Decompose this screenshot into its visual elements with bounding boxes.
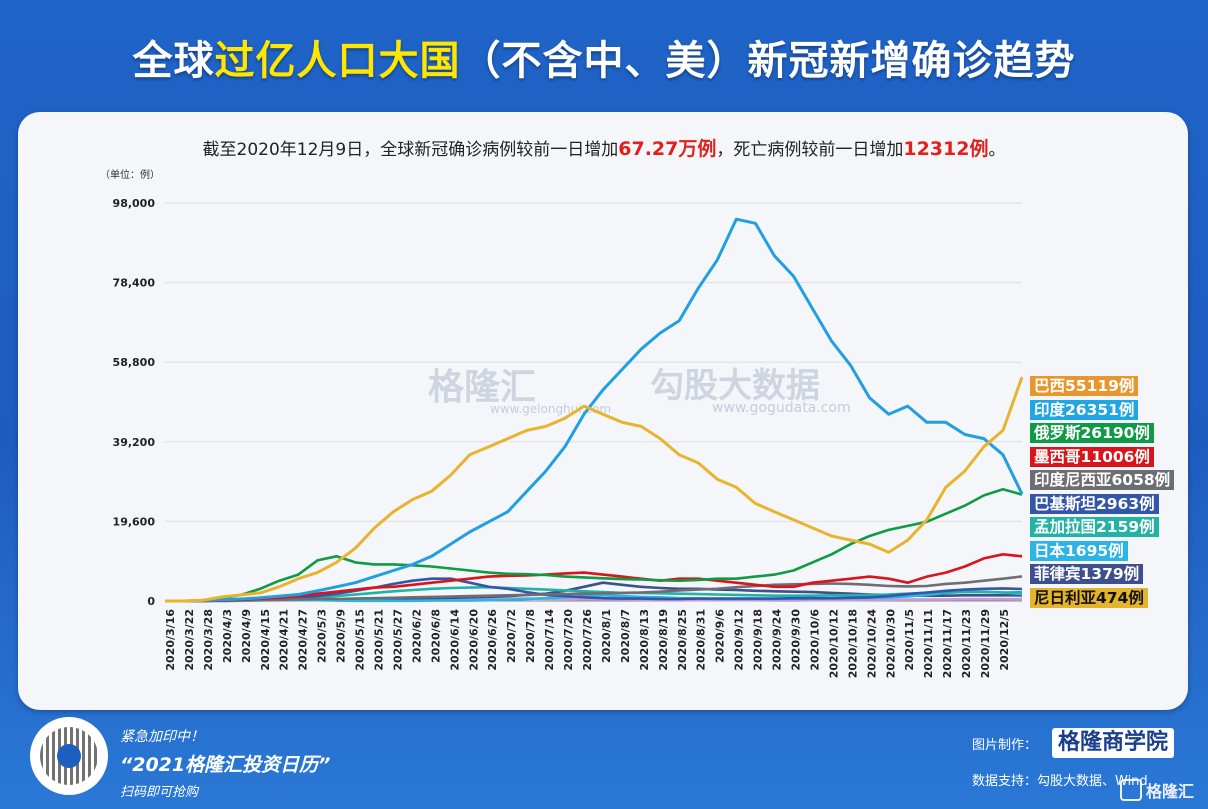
x-tick-label: 2020/9/30 xyxy=(790,609,803,671)
qr-pattern xyxy=(40,727,98,785)
x-tick-label: 2020/3/22 xyxy=(183,609,196,671)
series-line-3 xyxy=(165,553,1023,603)
series-line-2 xyxy=(165,488,1023,603)
x-tick-label: 2020/9/24 xyxy=(771,609,784,671)
promo-line-2: “2021格隆汇投资日历” xyxy=(120,754,331,776)
x-tick-label: 2020/7/26 xyxy=(581,609,594,671)
x-tick-label: 2020/5/15 xyxy=(354,609,367,671)
x-tick-label: 2020/3/28 xyxy=(202,609,215,671)
x-tick-label: 2020/6/20 xyxy=(467,609,480,671)
x-tick-label: 2020/6/8 xyxy=(429,609,442,663)
x-tick-label: 2020/12/5 xyxy=(998,609,1011,671)
promo-line-3: 扫码即可抢购 xyxy=(120,785,199,800)
subtitle-suffix: 。 xyxy=(988,140,1006,160)
qr-logo-icon xyxy=(57,744,81,768)
x-tick-label: 2020/4/15 xyxy=(259,609,272,671)
x-tick-label: 2020/7/8 xyxy=(524,609,537,663)
x-tick-label: 2020/10/18 xyxy=(846,609,859,678)
watermark-right: 勾股大数据 xyxy=(650,366,820,406)
series-line-4 xyxy=(165,575,1023,603)
x-tick-label: 2020/8/1 xyxy=(600,609,613,663)
x-tick-label: 2020/8/31 xyxy=(695,609,708,671)
x-tick-label: 2020/7/20 xyxy=(562,609,575,671)
x-tick-label: 2020/7/14 xyxy=(543,609,556,671)
x-tick-label: 2020/11/29 xyxy=(979,609,992,678)
x-tick-label: 2020/11/23 xyxy=(960,609,973,678)
x-tick-label: 2020/8/25 xyxy=(676,609,689,671)
x-tick-label: 2020/11/11 xyxy=(922,609,935,678)
x-tick-label: 2020/9/12 xyxy=(733,609,746,671)
legend-item-4: 印度尼西亚6058例 xyxy=(1030,470,1175,490)
x-tick-label: 2020/6/14 xyxy=(448,609,461,671)
x-tick-label: 2020/4/27 xyxy=(297,609,310,671)
brand-logo: 格隆商学院 xyxy=(1052,728,1175,758)
page-title: 全球过亿人口大国（不含中、美）新冠新增确诊趋势 xyxy=(132,38,1076,84)
watermark-left: 格隆汇 xyxy=(428,367,537,408)
promo-line-1: 紧急加印中！ xyxy=(120,729,204,745)
deaths-increase: 12312例 xyxy=(903,138,989,160)
series-line-0 xyxy=(165,376,1024,603)
series-line-5 xyxy=(165,577,1023,603)
legend-item-1: 印度26351例 xyxy=(1030,399,1139,420)
x-tick-label: 2020/5/3 xyxy=(316,609,329,663)
legend-item-6: 孟加拉国2159例 xyxy=(1030,517,1159,537)
x-tick-label: 2020/10/24 xyxy=(865,609,878,679)
cases-increase: 67.27万例 xyxy=(618,138,717,160)
x-tick-label: 2020/4/21 xyxy=(278,609,291,671)
legend-item-0: 巴西55119例 xyxy=(1030,376,1139,396)
watermark-right-url: www.gogudata.com xyxy=(712,400,851,416)
subtitle-middle: ，死亡病例较前一日增加 xyxy=(716,140,904,160)
legend: 巴西55119例 印度26351例 俄罗斯26190例 墨西哥11006例印度尼西亚6… xyxy=(1030,376,1175,611)
gelonghui-logo: 格隆汇 xyxy=(1120,778,1194,802)
x-tick-label: 2020/5/21 xyxy=(373,609,386,671)
legend-item-5: 巴基斯坦2963例 xyxy=(1030,493,1159,514)
x-tick-label: 2020/5/27 xyxy=(391,609,404,671)
title-highlight: 过亿人口大国 xyxy=(214,38,461,84)
made-by-label: 图片制作： xyxy=(972,738,1038,753)
x-tick-label: 2020/10/30 xyxy=(884,609,897,679)
y-tick-label: 39,200 xyxy=(113,436,156,449)
data-source: 数据支持：勾股大数据、Wind xyxy=(972,774,1148,789)
series-line-1 xyxy=(165,217,1024,603)
x-tick-label: 2020/11/17 xyxy=(941,609,954,678)
x-tick-label: 2020/11/5 xyxy=(903,609,916,671)
x-tick-label: 2020/8/13 xyxy=(638,609,651,671)
x-tick-label: 2020/4/3 xyxy=(221,609,234,663)
x-tick-label: 2020/9/18 xyxy=(752,609,765,671)
x-tick-label: 2020/5/9 xyxy=(335,609,348,663)
legend-item-7: 日本1695例 xyxy=(1030,540,1128,561)
subtitle-prefix: 截至2020年12月9日，全球新冠确诊病例较前一日增加 xyxy=(202,140,619,160)
chart-panel xyxy=(18,112,1188,710)
legend-item-8: 菲律宾1379例 xyxy=(1030,564,1144,584)
x-tick-label: 2020/9/6 xyxy=(714,609,727,663)
x-tick-label: 2020/10/6 xyxy=(808,609,821,671)
logo-text: 格隆汇 xyxy=(1146,782,1195,801)
unit-label: （单位：例） xyxy=(100,170,160,181)
y-tick-label: 78,400 xyxy=(113,277,156,290)
x-tick-label: 2020/6/2 xyxy=(410,609,423,663)
legend-item-2: 俄罗斯26190例 xyxy=(1030,423,1154,443)
chart-subtitle: 截至2020年12月9日，全球新冠确诊病例较前一日增加67.27万例，死亡病例较… xyxy=(0,134,1208,161)
y-tick-label: 0 xyxy=(147,595,155,608)
x-tick-label: 2020/8/19 xyxy=(657,609,670,671)
watermark-left-url: www.gelonghui.com xyxy=(490,402,612,416)
y-tick-label: 98,000 xyxy=(113,197,156,210)
legend-item-3: 墨西哥11006例 xyxy=(1030,446,1154,467)
promo-text: 紧急加印中！ “2021格隆汇投资日历” 扫码即可抢购 xyxy=(120,726,330,800)
y-tick-label: 19,600 xyxy=(113,515,156,528)
legend-item-9: 尼日利亚474例 xyxy=(1030,587,1148,608)
x-tick-label: 2020/6/26 xyxy=(486,609,499,671)
y-tick-label: 58,800 xyxy=(113,356,156,369)
qr-code[interactable] xyxy=(30,717,108,795)
x-tick-label: 2020/3/16 xyxy=(164,609,177,671)
x-tick-label: 2020/7/2 xyxy=(505,609,518,663)
logo-icon xyxy=(1120,779,1142,801)
x-tick-label: 2020/8/7 xyxy=(619,609,632,663)
x-tick-label: 2020/4/9 xyxy=(240,609,253,663)
x-tick-label: 2020/10/12 xyxy=(827,609,840,678)
